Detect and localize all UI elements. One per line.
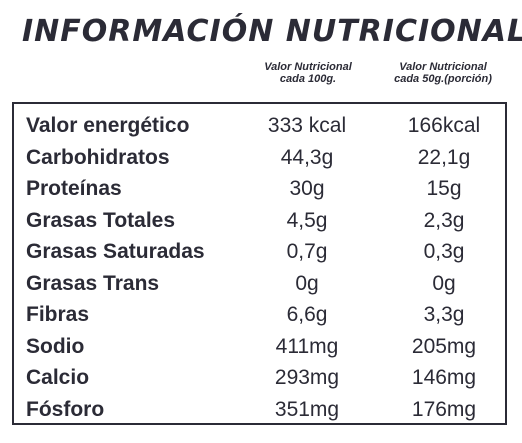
nutrient-name: Carbohidratos: [26, 145, 170, 169]
value-per-100g: 293mg: [274, 366, 340, 389]
table-row: Proteínas 30g 15g: [14, 173, 505, 205]
table-row: Valor energético 333 kcal 166kcal: [14, 110, 505, 142]
nutrition-table: Valor energético 333 kcal 166kcal Carboh…: [12, 102, 507, 425]
value-per-100g: 411mg: [275, 334, 339, 358]
nutrient-name: Sodio: [26, 334, 85, 358]
nutrient-name: Valor energético: [26, 114, 190, 137]
value-per-100g: 4,5g: [286, 208, 328, 232]
value-per-50g: 176mg: [411, 397, 477, 421]
table-row: Grasas Totales 4,5g 2,3g: [14, 205, 505, 237]
nutrient-name: Grasas Saturadas: [26, 240, 205, 263]
value-per-100g: 333 kcal: [267, 114, 347, 137]
column-header-line: Valor Nutricional: [399, 61, 487, 73]
column-header-line: Valor Nutricional: [264, 61, 352, 73]
value-per-100g: 44,3g: [280, 145, 334, 169]
value-per-50g: 146mg: [411, 366, 477, 389]
nutrient-name: Fibras: [26, 303, 90, 326]
value-per-100g: 6,6g: [286, 303, 328, 326]
nutrient-name: Proteínas: [26, 177, 122, 200]
table-row: Fibras 6,6g 3,3g: [14, 299, 505, 331]
value-per-100g: 0g: [295, 271, 319, 295]
table-row: Fósforo 351mg 176mg: [14, 394, 505, 426]
value-per-50g: 2,3g: [423, 208, 465, 232]
nutrient-name: Grasas Trans: [26, 271, 160, 295]
column-header-line: cada 100g.: [279, 73, 337, 85]
value-per-100g: 351mg: [274, 397, 340, 421]
nutrient-name: Grasas Totales: [26, 208, 176, 232]
column-header-line: cada 50g.(porción): [394, 73, 492, 85]
nutrient-name: Calcio: [26, 366, 90, 389]
value-per-50g: 3,3g: [423, 303, 465, 326]
value-per-50g: 0,3g: [423, 240, 465, 263]
table-row: Calcio 293mg 146mg: [14, 362, 505, 394]
table-row: Sodio 411mg 205mg: [14, 331, 505, 363]
column-header-per-100g: Valor Nutricional cada 100g.: [238, 61, 378, 85]
table-row: Grasas Trans 0g 0g: [14, 268, 505, 300]
value-per-50g: 0g: [432, 271, 456, 295]
value-per-50g: 205mg: [411, 334, 477, 358]
table-row: Grasas Saturadas 0,7g 0,3g: [14, 236, 505, 268]
value-per-50g: 22,1g: [417, 145, 471, 169]
value-per-100g: 30g: [289, 177, 325, 200]
value-per-50g: 166kcal: [407, 114, 481, 137]
value-per-100g: 0,7g: [286, 240, 328, 263]
nutrient-name: Fósforo: [26, 397, 105, 421]
table-row: Carbohidratos 44,3g 22,1g: [14, 142, 505, 174]
page-title: INFORMACIÓN NUTRICIONAL: [22, 14, 522, 49]
value-per-50g: 15g: [426, 177, 462, 200]
column-header-per-50g: Valor Nutricional cada 50g.(porción): [373, 61, 513, 85]
